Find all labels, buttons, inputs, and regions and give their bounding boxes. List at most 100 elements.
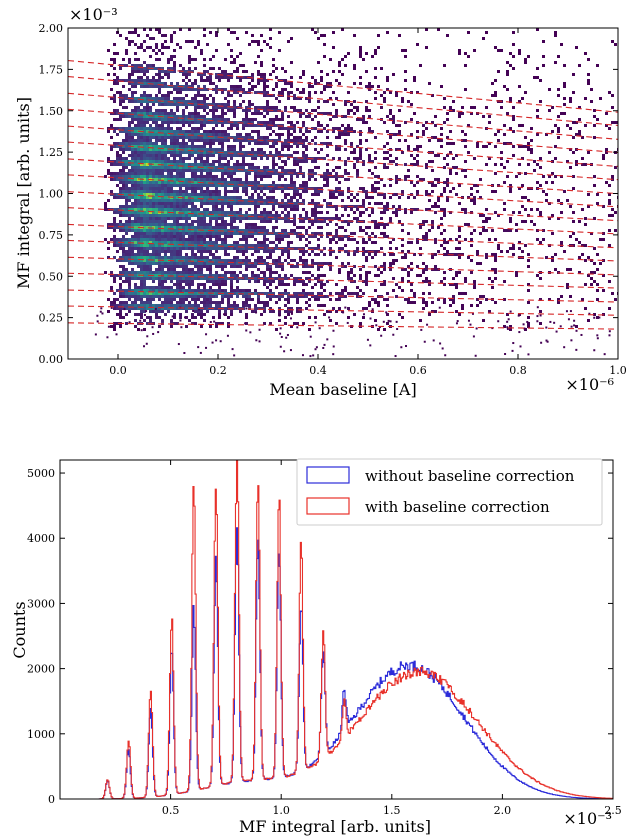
- heatmap-cell: [122, 316, 125, 319]
- heatmap-cell: [119, 196, 122, 199]
- heatmap-cell: [197, 313, 200, 316]
- heatmap-cell: [119, 301, 122, 304]
- heatmap-cell: [167, 286, 170, 289]
- heatmap-cell: [140, 145, 143, 148]
- heatmap-cell: [335, 217, 338, 220]
- heatmap-cell: [257, 91, 260, 94]
- heatmap-cell: [365, 106, 368, 109]
- heatmap-cell: [257, 259, 260, 262]
- heatmap-cell: [230, 232, 233, 235]
- heatmap-cell: [230, 283, 233, 286]
- heatmap-cell: [302, 280, 305, 283]
- heatmap-cell: [200, 259, 203, 262]
- heatmap-cell: [167, 298, 170, 301]
- heatmap-cell: [122, 244, 125, 247]
- heatmap-cell: [398, 148, 401, 151]
- heatmap-cell: [308, 298, 311, 301]
- heatmap-cell: [374, 187, 377, 190]
- heatmap-cell: [227, 202, 230, 205]
- heatmap-cell: [284, 304, 287, 307]
- heatmap-cell: [263, 307, 266, 310]
- heatmap-cell: [152, 85, 155, 88]
- heatmap-cell: [317, 37, 320, 40]
- heatmap-cell: [374, 157, 377, 160]
- heatmap-cell: [287, 172, 290, 175]
- heatmap-cell: [440, 145, 443, 148]
- heatmap-cell: [173, 244, 176, 247]
- heatmap-cell: [206, 112, 209, 115]
- heatmap-cell: [215, 259, 218, 262]
- heatmap-cell: [188, 202, 191, 205]
- heatmap-cell: [269, 175, 272, 178]
- heatmap-cell: [281, 142, 284, 145]
- heatmap-cell: [287, 82, 290, 85]
- heatmap-cell: [152, 157, 155, 160]
- heatmap-cell: [215, 277, 218, 280]
- heatmap-cell: [260, 151, 263, 154]
- heatmap-cell: [407, 241, 410, 244]
- heatmap-cell: [404, 256, 407, 259]
- heatmap-cell: [125, 292, 128, 295]
- heatmap-cell: [209, 262, 212, 265]
- heatmap-cell: [341, 28, 344, 31]
- heatmap-cell: [122, 127, 125, 130]
- heatmap-cell: [296, 136, 299, 139]
- heatmap-cell: [239, 271, 242, 274]
- heatmap-cell: [227, 76, 230, 79]
- heatmap-cell: [134, 301, 137, 304]
- heatmap-cell: [128, 130, 131, 133]
- heatmap-cell: [194, 304, 197, 307]
- heatmap-cell: [212, 160, 215, 163]
- heatmap-cell: [245, 265, 248, 268]
- heatmap-cell: [131, 127, 134, 130]
- heatmap-cell: [149, 286, 152, 289]
- heatmap-cell: [203, 241, 206, 244]
- heatmap-cell: [407, 232, 410, 235]
- heatmap-cell: [230, 175, 233, 178]
- heatmap-cell: [251, 292, 254, 295]
- heatmap-cell: [320, 250, 323, 253]
- heatmap-cell: [359, 322, 362, 325]
- heatmap-cell: [284, 169, 287, 172]
- heatmap-cell: [143, 307, 146, 310]
- heatmap-cell: [134, 67, 137, 70]
- heatmap-cell: [287, 142, 290, 145]
- heatmap-cell: [269, 184, 272, 187]
- heatmap-cell: [329, 82, 332, 85]
- heatmap-cell: [302, 289, 305, 292]
- heatmap-cell: [347, 262, 350, 265]
- heatmap-cell: [155, 316, 158, 319]
- heatmap-cell: [221, 259, 224, 262]
- heatmap-cell: [287, 244, 290, 247]
- heatmap-cell: [356, 247, 359, 250]
- heatmap-cell: [263, 88, 266, 91]
- heatmap-cell: [140, 193, 143, 196]
- heatmap-cell: [272, 172, 275, 175]
- heatmap-cell: [338, 130, 341, 133]
- heatmap-cell: [155, 250, 158, 253]
- heatmap-cell: [299, 196, 302, 199]
- heatmap-cell: [170, 319, 173, 322]
- heatmap-cell: [236, 70, 239, 73]
- heatmap-cell: [305, 187, 308, 190]
- heatmap-cell: [377, 187, 380, 190]
- heatmap-cell: [140, 241, 143, 244]
- heatmap-cell: [278, 172, 281, 175]
- heatmap-cell: [134, 58, 137, 61]
- heatmap-cell: [155, 190, 158, 193]
- heatmap-cell: [188, 196, 191, 199]
- heatmap-cell: [167, 244, 170, 247]
- heatmap-cell: [137, 271, 140, 274]
- heatmap-cell: [191, 145, 194, 148]
- heatmap-cell: [128, 187, 131, 190]
- heatmap-cell: [401, 277, 404, 280]
- heatmap-cell: [155, 241, 158, 244]
- heatmap-cell: [380, 94, 383, 97]
- heatmap-cell: [206, 235, 209, 238]
- heatmap-cell: [188, 319, 191, 322]
- heatmap-cell: [302, 160, 305, 163]
- heatmap-cell: [146, 175, 149, 178]
- heatmap-cell: [254, 226, 257, 229]
- heatmap-cell: [332, 250, 335, 253]
- heatmap-cell: [218, 169, 221, 172]
